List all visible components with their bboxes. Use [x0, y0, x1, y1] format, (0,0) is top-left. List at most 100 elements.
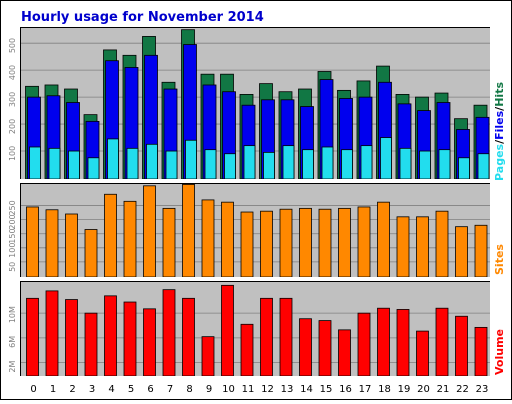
x-tick-label: 19: [398, 384, 411, 395]
x-tick-label: 14: [300, 384, 313, 395]
label-separator: /: [493, 139, 506, 144]
bar-pages: [282, 145, 295, 180]
bar-pages: [165, 150, 178, 180]
bar-pages: [419, 150, 431, 180]
bar-sites: [182, 184, 195, 278]
bar-pages: [185, 139, 197, 180]
x-tick-label: 11: [242, 384, 255, 395]
x-tick-label: 16: [339, 384, 352, 395]
bar-pages: [87, 157, 100, 180]
bar-volume: [201, 336, 215, 377]
chart-title: Hourly usage for November 2014: [21, 10, 264, 25]
bar-volume: [26, 297, 39, 377]
bar-volume: [318, 320, 332, 377]
bar-pages: [243, 145, 256, 180]
bar-sites: [318, 208, 332, 278]
bar-volume: [104, 295, 117, 377]
bar-sites: [260, 210, 273, 278]
bar-volume: [45, 290, 59, 377]
bar-pages: [341, 149, 353, 180]
y-tick-label: 100: [8, 243, 17, 258]
bar-sites: [123, 200, 137, 278]
label-separator: /: [493, 106, 506, 111]
bar-pages: [126, 147, 139, 180]
bar-volume: [84, 312, 98, 377]
bar-pages: [360, 145, 373, 180]
pages-label: Pages: [493, 143, 506, 181]
y-tick-label: 2M: [8, 361, 17, 373]
files-label: Files: [493, 110, 506, 140]
x-tick-label: 4: [108, 384, 114, 395]
bar-pages: [458, 157, 470, 180]
bar-sites: [162, 207, 176, 278]
pages-files-hits-axis-label: Pages/Files/Hits: [493, 82, 506, 181]
bar-sites: [65, 213, 78, 278]
bar-volume: [162, 289, 176, 377]
bar-sites: [26, 206, 39, 278]
bar-pages: [380, 137, 392, 180]
y-tick-label: 300: [8, 92, 17, 107]
x-tick-label: 20: [417, 384, 430, 395]
bar-volume: [377, 307, 390, 377]
x-tick-label: 6: [147, 384, 153, 395]
bar-sites: [474, 224, 488, 278]
bar-pages: [204, 149, 217, 180]
hits-label: Hits: [493, 82, 506, 107]
volume-axis-label: Volume: [493, 329, 506, 375]
y-tick-label: 100: [8, 146, 17, 161]
bar-sites: [221, 201, 234, 278]
bar-volume: [299, 318, 312, 377]
bar-volume: [455, 315, 468, 377]
bar-pages: [321, 146, 334, 180]
x-tick-label: 22: [456, 384, 469, 395]
x-tick-label: 18: [378, 384, 391, 395]
bar-pages: [302, 149, 314, 180]
x-tick-label: 10: [222, 384, 235, 395]
x-tick-label: 2: [69, 384, 75, 395]
y-tick-label: 200: [8, 214, 17, 229]
x-tick-label: 17: [359, 384, 372, 395]
bar-sites: [45, 209, 59, 278]
bar-pages: [68, 150, 80, 180]
y-tick-label: 150: [8, 228, 17, 243]
bar-pages: [224, 153, 236, 180]
bar-sites: [357, 206, 371, 278]
x-tick-label: 1: [50, 384, 56, 395]
x-tick-label: 23: [476, 384, 489, 395]
bar-volume: [416, 330, 429, 377]
bar-pages: [48, 147, 61, 180]
bar-pages: [438, 149, 451, 180]
bar-sites: [338, 207, 351, 278]
bar-volume: [357, 312, 371, 377]
volume-panel: [20, 281, 491, 377]
bar-volume: [338, 329, 351, 377]
bar-sites: [455, 226, 468, 278]
bar-volume: [65, 299, 78, 377]
bar-sites: [299, 207, 312, 278]
x-tick-label: 21: [437, 384, 450, 395]
x-tick-label: 3: [89, 384, 95, 395]
bar-volume: [396, 309, 410, 377]
y-tick-label: 10M: [8, 306, 17, 323]
bar-sites: [416, 216, 429, 278]
x-tick-label: 15: [320, 384, 333, 395]
bar-sites: [279, 208, 293, 278]
y-tick-label: 400: [8, 65, 17, 80]
bar-pages: [29, 146, 41, 180]
x-tick-label: 9: [206, 384, 212, 395]
bar-sites: [396, 216, 410, 278]
bar-volume: [474, 326, 488, 377]
y-tick-label: 250: [8, 200, 17, 215]
y-tick-label: 50: [8, 262, 17, 272]
bar-volume: [435, 307, 449, 377]
x-tick-label: 7: [167, 384, 173, 395]
x-tick-label: 0: [30, 384, 36, 395]
sites-axis-label: Sites: [493, 244, 506, 275]
bar-sites: [377, 201, 390, 278]
bar-sites: [435, 210, 449, 278]
bar-pages: [477, 153, 490, 180]
x-tick-label: 5: [128, 384, 134, 395]
bar-volume: [143, 308, 156, 377]
bar-volume: [182, 297, 195, 377]
